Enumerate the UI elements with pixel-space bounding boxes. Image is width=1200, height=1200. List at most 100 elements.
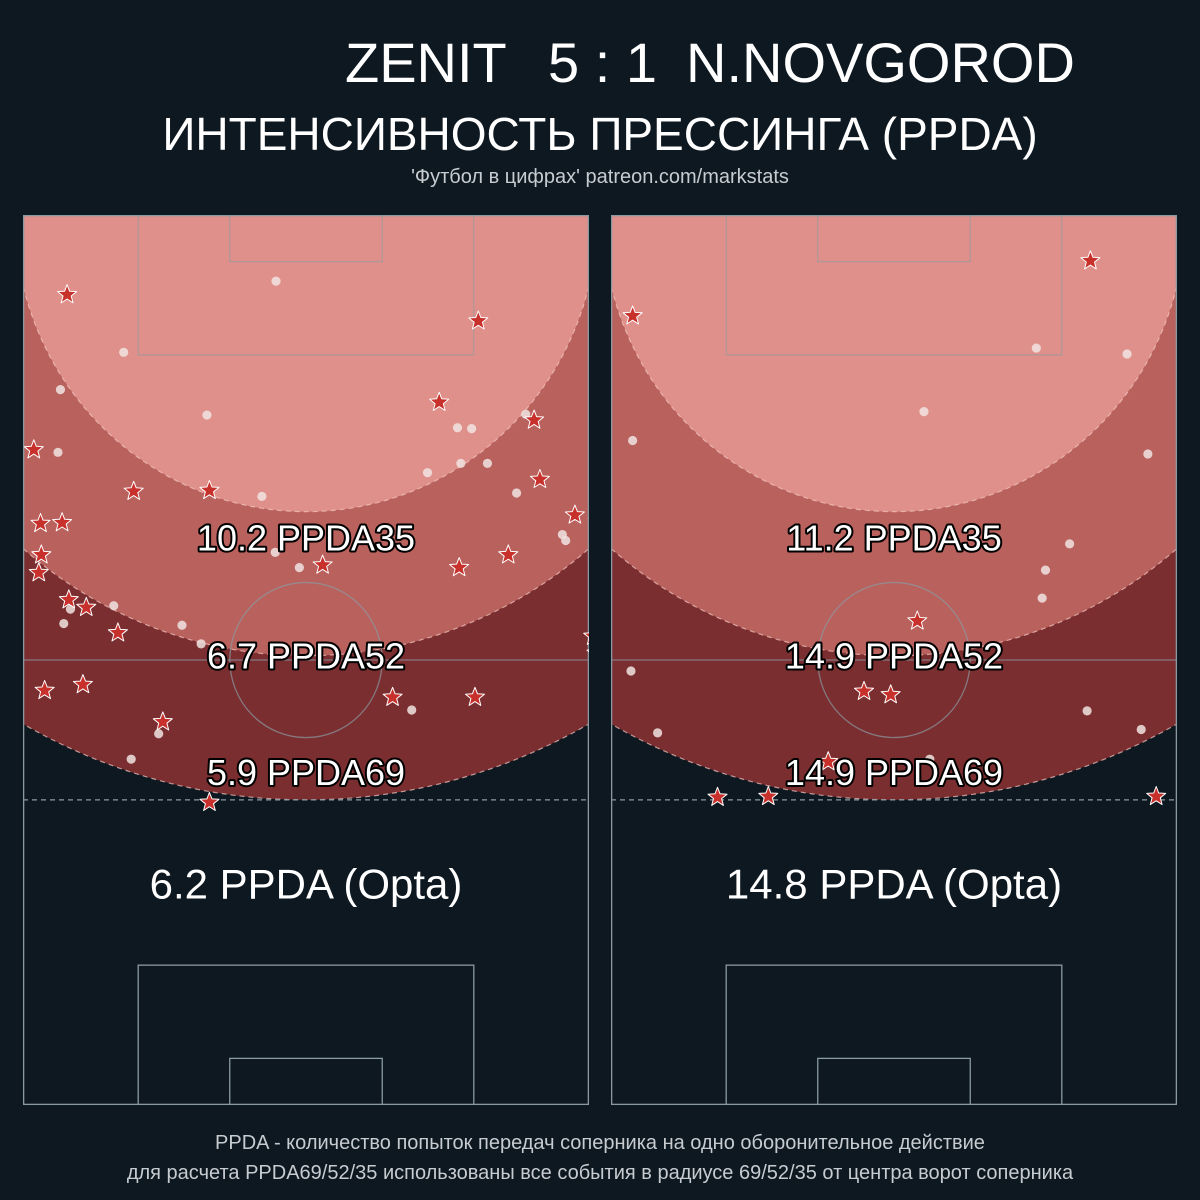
p2-bottom-six-yard-box [817, 1057, 971, 1105]
p2-defensive-action-dot [1031, 343, 1041, 353]
p1-defensive-action-dot [202, 410, 212, 420]
p1-bottom-penalty-box [137, 964, 475, 1105]
p2-defensive-action-dot [1082, 706, 1092, 716]
p1-defensive-action-star [57, 284, 78, 304]
p1-defensive-action-star [76, 596, 97, 616]
p2-defensive-action-dot [1040, 565, 1051, 575]
p1-defensive-action-dot [126, 754, 136, 764]
p1-defensive-action-star [449, 557, 470, 577]
p1-defensive-action-star [199, 480, 220, 500]
p1-defensive-action-dot [407, 705, 417, 715]
match-score: 5 : 1 [548, 31, 657, 94]
p1-zone-35 [23, 215, 589, 513]
credit-line: 'Футбол в цифрах' patreon.com/markstats [411, 166, 789, 188]
p1-defensive-action-dot [177, 620, 187, 630]
p1-defensive-action-star [52, 512, 73, 532]
p2-defensive-action-dot [1143, 449, 1153, 459]
p2-defensive-action-dot [628, 435, 638, 446]
p1-defensive-action-star [429, 391, 450, 411]
p1-defensive-action-dot [271, 276, 281, 286]
footnote-method: для расчета PPDA69/52/35 использованы вс… [126, 1162, 1074, 1184]
p1-defensive-action-star [199, 791, 220, 811]
p2-ppda52-label: 14.9 PPDA52 [785, 635, 1003, 676]
p1-defensive-action-dot [511, 488, 522, 498]
p1-defensive-action-dot [53, 447, 63, 457]
pitch-zenit: 10.2 PPDA35 6.7 PPDA52 5.9 PPDA69 6.2 PPDA … [23, 215, 589, 1105]
p1-defensive-action-dot [119, 347, 129, 357]
p1-defensive-action-star [382, 686, 403, 706]
chart-subtitle: ИНТЕНСИВНОСТЬ ПРЕССИНГА (PPDA) [162, 108, 1038, 160]
pitch-nnovgorod-plot: 11.2 PPDA35 14.9 PPDA52 14.9 PPDA69 14.8 PP… [611, 215, 1177, 1105]
p1-defensive-action-star [498, 544, 519, 564]
p1-defensive-action-star [31, 544, 52, 564]
p1-defensive-action-star [586, 649, 589, 653]
footnote-definition: PPDA - количество попыток передач соперн… [215, 1132, 985, 1154]
p2-defensive-action-dot [1136, 724, 1146, 735]
p2-defensive-action-dot [925, 754, 935, 764]
p1-center-circle [229, 581, 383, 739]
p2-defensive-action-star [758, 786, 779, 806]
p2-top-penalty-box [725, 215, 1063, 356]
p1-defensive-action-dot [55, 385, 66, 395]
p2-defensive-action-star [1146, 786, 1167, 806]
p1-defensive-action-star [58, 589, 79, 609]
p1-top-six-yard-box [229, 215, 383, 263]
p2-defensive-action-star [707, 786, 728, 806]
pitch-nnovgorod: 11.2 PPDA35 14.9 PPDA52 14.9 PPDA69 14.8 PP… [611, 215, 1177, 1105]
p1-defensive-action-star [34, 680, 55, 700]
p2-ppda69-label: 14.9 PPDA69 [785, 752, 1003, 793]
p2-ppda35-label: 11.2 PPDA35 [786, 517, 1001, 558]
p1-opta-ppda-label: 6.2 PPDA (Opta) [150, 860, 463, 907]
p2-defensive-action-star [880, 684, 901, 704]
p1-defensive-action-star [524, 409, 545, 429]
p1-defensive-action-dot [196, 639, 206, 649]
p2-defensive-action-dot [626, 666, 636, 676]
p1-defensive-action-dot [452, 423, 463, 433]
p1-defensive-action-star [23, 439, 44, 459]
p1-defensive-action-star [107, 622, 128, 642]
p1-defensive-action-star [465, 686, 485, 706]
p1-defensive-action-dot [294, 563, 304, 573]
p1-defensive-action-dot [422, 468, 433, 478]
p1-defensive-action-dot [482, 458, 493, 468]
p1-defensive-action-star [583, 632, 589, 645]
p1-defensive-action-dot [257, 491, 267, 502]
away-team-name: N.NOVGOROD [686, 31, 1075, 94]
p2-defensive-action-dot [919, 407, 929, 417]
p1-bottom-six-yard-box [229, 1057, 383, 1105]
p2-top-six-yard-box [817, 215, 971, 263]
p1-defensive-action-star [30, 513, 51, 533]
p1-defensive-action-star [312, 554, 333, 574]
p1-defensive-action-dot [59, 618, 69, 629]
p1-defensive-action-star [28, 562, 49, 582]
p2-defensive-action-dot [1065, 539, 1075, 549]
p1-defensive-action-dot [467, 424, 477, 434]
p2-opta-ppda-label: 14.8 PPDA (Opta) [726, 860, 1062, 907]
p2-defensive-action-dot [653, 728, 663, 738]
p1-defensive-action-star [468, 310, 489, 330]
p1-defensive-action-dot [561, 535, 571, 546]
p1-defensive-action-dot [154, 729, 164, 739]
p1-ppda69-label: 5.9 PPDA69 [207, 752, 405, 793]
p2-defensive-action-dot [1122, 349, 1132, 359]
p2-defensive-action-star [622, 305, 643, 325]
p1-defensive-action-dot [270, 547, 280, 557]
p1-defensive-action-dot [109, 601, 119, 611]
p1-top-penalty-box [137, 215, 475, 356]
p2-center-circle [817, 581, 971, 739]
p1-defensive-action-star [152, 711, 173, 731]
p1-ppda52-label: 6.7 PPDA52 [207, 635, 405, 676]
p2-defensive-action-star [907, 610, 928, 630]
p2-defensive-action-star [854, 680, 874, 700]
p1-defensive-action-dot [456, 458, 466, 468]
p1-defensive-action-star [529, 469, 550, 488]
p2-defensive-action-star [1080, 250, 1101, 270]
p1-defensive-action-star [564, 504, 585, 524]
p1-defensive-action-star [72, 674, 93, 694]
p2-bottom-penalty-box [725, 964, 1063, 1105]
home-team-name: ZENIT [345, 31, 507, 94]
p1-defensive-action-star [123, 480, 144, 500]
p2-defensive-action-dot [1037, 593, 1047, 603]
p2-defensive-action-star [818, 751, 839, 771]
p2-zone-35 [611, 215, 1177, 513]
